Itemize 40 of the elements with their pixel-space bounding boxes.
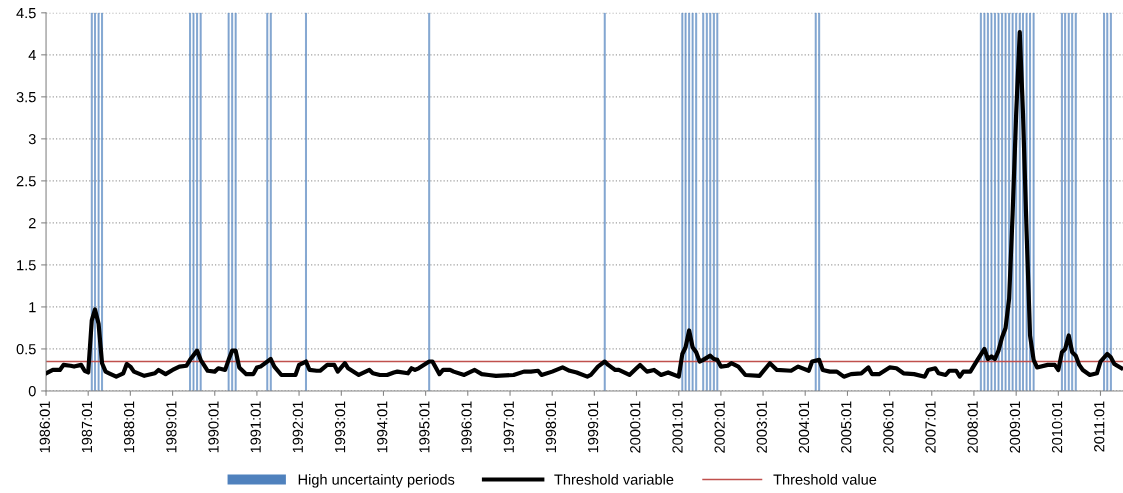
x-tick-label: 1991:01 — [250, 401, 261, 453]
y-tick-label: 1 — [29, 302, 36, 313]
y-tick-label: 2.5 — [16, 175, 36, 187]
x-tick-label: 2001:01 — [672, 401, 683, 453]
x-tick-label: 1989:01 — [166, 401, 177, 453]
x-tick-label: 2003:01 — [756, 401, 767, 453]
x-tick-label: 2010:01 — [1051, 401, 1063, 453]
line-series — [46, 30, 1123, 379]
legend-label: High uncertainty periods — [298, 474, 455, 488]
legend-label: Threshold value — [773, 474, 877, 485]
x-tick-label: 1990:01 — [208, 401, 219, 453]
y-tick-label: 2 — [28, 217, 36, 229]
x-tick-label: 1988:01 — [123, 401, 135, 453]
x-tick-label: 1986:01 — [39, 401, 50, 453]
y-tick-label: 0 — [28, 386, 36, 397]
x-tick-label: 1994:01 — [377, 401, 388, 453]
x-tick-label: 2006:01 — [883, 401, 894, 453]
x-tick-label: 2007:01 — [925, 401, 936, 453]
x-tick-label: 1987:01 — [81, 401, 93, 453]
y-tick-label: 3 — [28, 133, 36, 145]
x-tick-label: 1998:01 — [545, 401, 557, 453]
y-tick-label: 0.5 — [16, 344, 36, 355]
x-tick-label: 2009:01 — [1009, 401, 1021, 453]
x-tick-label: 2008:01 — [967, 401, 978, 453]
x-tick-label: 1999:01 — [587, 401, 599, 453]
x-tick-label: 2005:01 — [841, 401, 852, 453]
x-tick-label: 1997:01 — [503, 401, 514, 453]
x-tick-label: 1992:01 — [292, 401, 303, 453]
y-tick-label: 3.5 — [16, 91, 36, 103]
x-tick-label: 1995:01 — [419, 401, 430, 453]
y-tick-label: 1.5 — [17, 260, 36, 271]
y-tick-label: 4 — [28, 50, 36, 61]
x-tick-label: 2011:01 — [1094, 401, 1105, 452]
y-tick-label: 4.5 — [16, 8, 36, 19]
x-tick-label: 1993:01 — [334, 401, 346, 453]
x-tick-label: 2004:01 — [798, 401, 810, 453]
x-tick-label: 2002:01 — [714, 401, 725, 453]
x-tick-label: 1996:01 — [461, 401, 472, 453]
legend-label: Threshold variable — [554, 474, 674, 485]
x-tick-label: 2000:01 — [630, 401, 641, 453]
